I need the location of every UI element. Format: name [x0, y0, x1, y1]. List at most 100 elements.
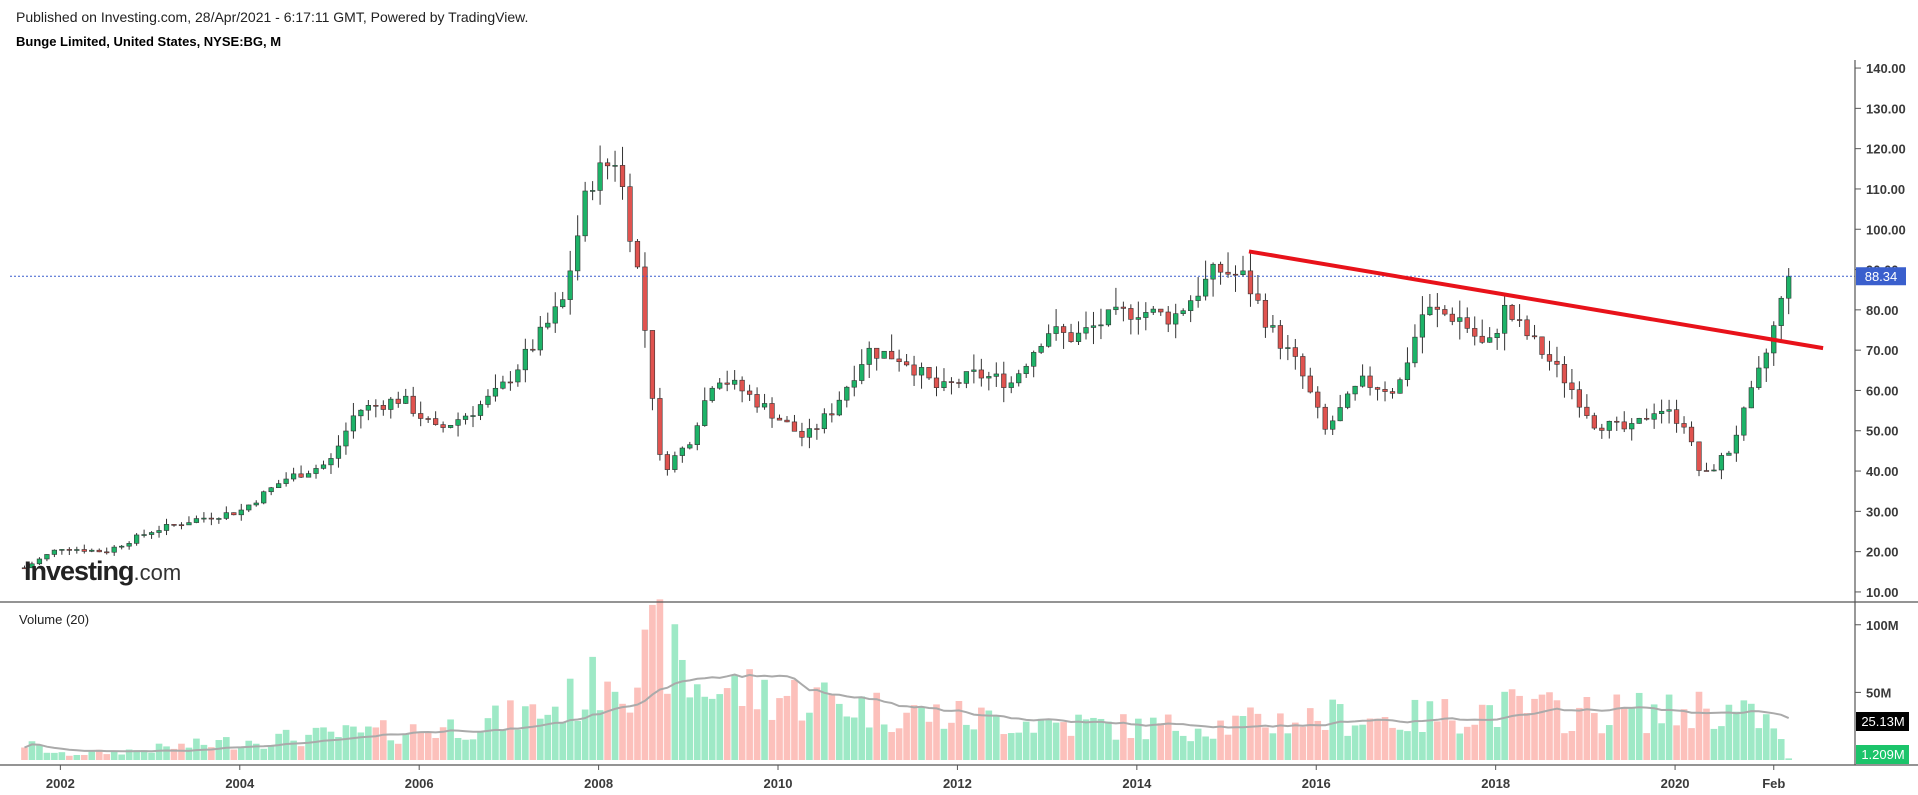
candle[interactable]	[829, 413, 835, 416]
candle[interactable]	[679, 447, 685, 456]
candle[interactable]	[1240, 270, 1246, 276]
candle[interactable]	[709, 387, 715, 401]
candle[interactable]	[1457, 317, 1463, 322]
candle[interactable]	[358, 409, 364, 417]
candle[interactable]	[1673, 409, 1680, 424]
candle[interactable]	[724, 382, 730, 385]
candle[interactable]	[1158, 308, 1164, 313]
candle[interactable]	[903, 361, 910, 366]
candle[interactable]	[1434, 306, 1440, 310]
candle[interactable]	[769, 403, 775, 419]
candle[interactable]	[806, 428, 813, 438]
candle[interactable]	[978, 369, 984, 379]
candle[interactable]	[440, 424, 446, 428]
candle[interactable]	[418, 413, 424, 419]
candle[interactable]	[971, 369, 977, 372]
candle[interactable]	[963, 371, 970, 384]
candle[interactable]	[1285, 347, 1291, 349]
candle[interactable]	[672, 455, 678, 470]
candle[interactable]	[507, 381, 514, 384]
candle[interactable]	[1001, 373, 1007, 388]
candle[interactable]	[1539, 336, 1545, 355]
candle[interactable]	[537, 326, 543, 351]
candle[interactable]	[1472, 328, 1478, 337]
candle[interactable]	[1202, 278, 1209, 297]
candle[interactable]	[231, 512, 237, 516]
candle[interactable]	[1165, 311, 1171, 325]
candle[interactable]	[702, 400, 708, 426]
candle[interactable]	[1659, 410, 1665, 414]
candle[interactable]	[163, 524, 170, 531]
candle[interactable]	[1487, 337, 1493, 343]
candle[interactable]	[552, 306, 558, 324]
candle[interactable]	[1531, 335, 1538, 338]
candle[interactable]	[186, 522, 192, 526]
candle[interactable]	[1666, 409, 1672, 412]
candle[interactable]	[1397, 379, 1403, 394]
candle[interactable]	[1277, 325, 1283, 349]
candle[interactable]	[1143, 312, 1149, 318]
candle[interactable]	[320, 464, 327, 469]
candle[interactable]	[948, 381, 955, 383]
candle[interactable]	[193, 518, 200, 523]
candle[interactable]	[1247, 270, 1254, 295]
candle[interactable]	[36, 558, 43, 565]
candle[interactable]	[1763, 352, 1769, 369]
candle[interactable]	[171, 524, 177, 526]
candle[interactable]	[66, 549, 72, 551]
candle[interactable]	[761, 403, 768, 408]
candle[interactable]	[1262, 300, 1269, 328]
candle[interactable]	[1703, 470, 1710, 472]
candle[interactable]	[335, 445, 342, 459]
candle[interactable]	[1419, 314, 1426, 338]
candle[interactable]	[844, 386, 850, 401]
candle[interactable]	[328, 458, 334, 466]
candle[interactable]	[582, 190, 588, 237]
candle[interactable]	[365, 405, 371, 411]
candle[interactable]	[1479, 335, 1485, 343]
candle[interactable]	[485, 395, 491, 405]
candle[interactable]	[881, 350, 887, 359]
candle[interactable]	[1031, 352, 1037, 367]
candle[interactable]	[1688, 426, 1695, 443]
candle[interactable]	[1696, 441, 1702, 471]
candle[interactable]	[791, 421, 798, 432]
candle[interactable]	[1561, 364, 1568, 384]
candle[interactable]	[1008, 382, 1014, 388]
candle[interactable]	[343, 430, 349, 447]
candle[interactable]	[298, 473, 304, 478]
candle[interactable]	[223, 512, 229, 519]
candle[interactable]	[590, 190, 596, 192]
candle[interactable]	[1427, 306, 1433, 316]
candle[interactable]	[238, 509, 244, 516]
candle[interactable]	[51, 549, 58, 555]
candle[interactable]	[619, 165, 626, 187]
candle[interactable]	[1188, 300, 1194, 311]
candle[interactable]	[201, 517, 207, 520]
candle[interactable]	[604, 162, 611, 167]
candle[interactable]	[104, 551, 110, 554]
candle[interactable]	[1614, 420, 1620, 423]
candle[interactable]	[208, 517, 214, 520]
candle[interactable]	[1270, 325, 1276, 328]
candle[interactable]	[1135, 317, 1141, 320]
candle[interactable]	[1599, 427, 1605, 431]
candle[interactable]	[1217, 263, 1224, 273]
candle[interactable]	[1509, 304, 1515, 320]
candle[interactable]	[276, 483, 282, 489]
candle[interactable]	[1591, 415, 1597, 429]
candle[interactable]	[732, 379, 738, 385]
candle[interactable]	[1644, 417, 1650, 420]
candle[interactable]	[687, 444, 693, 449]
candle[interactable]	[1442, 309, 1448, 315]
candle[interactable]	[111, 546, 117, 553]
candle[interactable]	[1367, 375, 1373, 388]
candle[interactable]	[1083, 327, 1089, 334]
candle[interactable]	[1359, 375, 1366, 387]
candle[interactable]	[717, 382, 723, 389]
candle[interactable]	[148, 532, 155, 535]
candle[interactable]	[986, 376, 992, 379]
candle[interactable]	[657, 398, 663, 455]
candle[interactable]	[1113, 306, 1119, 311]
candle[interactable]	[799, 430, 805, 438]
